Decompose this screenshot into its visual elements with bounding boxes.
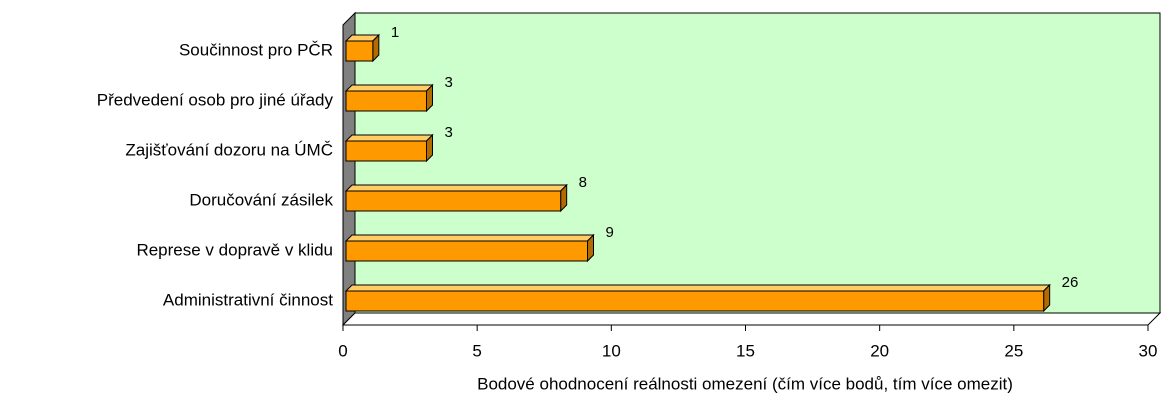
value-label: 26 [1062,274,1079,291]
y-tick-label: Administrativní činnost [163,290,333,309]
bar [345,290,1045,312]
x-tick-label: 25 [1004,341,1023,360]
y-tick-label: Represe v dopravě v klidu [136,240,333,259]
bar [345,40,374,62]
x-axis-label: Bodové ohodnocení reálnosti omezení (čím… [477,374,1013,393]
back-wall [354,12,1161,314]
bar-top [344,84,434,92]
x-tick-label: 10 [602,341,621,360]
bar-top [344,184,568,192]
bar-top [344,134,434,142]
floor [341,312,1162,326]
y-tick-label: Zajišťování dozoru na ÚMČ [125,140,333,159]
bar-top [344,284,1051,292]
value-label: 8 [579,174,587,191]
x-tick-label: 30 [1139,341,1158,360]
value-label: 3 [445,124,453,141]
value-label: 1 [391,24,399,41]
y-tick-label: Předvedení osob pro jiné úřady [97,90,334,109]
x-tick-label: 5 [472,341,481,360]
bar-top [344,234,595,242]
x-tick-label: 20 [870,341,889,360]
y-tick-label: Součinnost pro PČR [179,40,333,59]
x-tick-label: 15 [736,341,755,360]
bar [345,140,427,162]
value-label: 9 [606,224,614,241]
bar [345,240,588,262]
value-label: 3 [445,74,453,91]
bar [345,90,427,112]
bar [345,190,562,212]
y-tick-label: Doručování zásilek [189,190,333,209]
x-tick-label: 0 [338,341,347,360]
